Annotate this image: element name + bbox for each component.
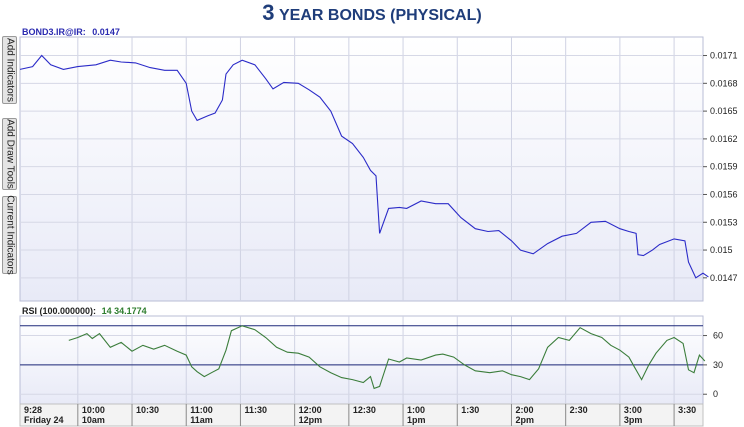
add-indicators-tab[interactable]: Add Indicators — [2, 36, 17, 104]
price-legend: BOND3.IR@IR: 0.0147 — [22, 27, 120, 37]
rsi-series-line — [68, 325, 706, 390]
price-legend-value: 0.0147 — [92, 27, 120, 37]
price-ytick-label: 0.0147 — [710, 273, 738, 283]
price-series-line — [19, 54, 709, 279]
time-tick-sublabel: 11am — [190, 415, 213, 425]
price-ytick-label: 0.0153 — [710, 217, 738, 227]
rsi-ytick-label: 60 — [713, 331, 723, 341]
price-ytick-label: 0.0171 — [710, 51, 738, 61]
price-panel — [19, 36, 704, 302]
time-tick-sublabel: 3pm — [624, 415, 643, 425]
time-tick-sublabel: 12pm — [299, 415, 323, 425]
time-tick-label: 3:30 — [678, 405, 696, 415]
price-legend-label: BOND3.IR@IR: — [22, 27, 86, 37]
price-ytick-label: 0.0165 — [710, 106, 738, 116]
time-tick-label: 9:28 — [24, 405, 42, 415]
time-tick-label: 12:30 — [353, 405, 376, 415]
time-tick-label: 10:30 — [136, 405, 159, 415]
price-ytick-label: 0.0159 — [710, 162, 738, 172]
rsi-ytick-label: 0 — [713, 389, 718, 399]
rsi-legend: RSI (100.000000): 14 34.1774 — [22, 306, 147, 316]
page-title: 3 YEAR BONDS (PHYSICAL) — [0, 0, 744, 26]
time-tick-label: 1:30 — [461, 405, 479, 415]
rsi-legend-label: RSI (100.000000): — [22, 306, 97, 316]
rsi-legend-value: 34.1774 — [114, 306, 147, 316]
title-text: YEAR BONDS (PHYSICAL) — [279, 7, 482, 24]
add-draw-tools-tab[interactable]: Add Draw Tools — [2, 118, 17, 190]
time-tick-sublabel: Friday 24 — [24, 415, 64, 425]
time-tick-label: 1:00 — [407, 405, 425, 415]
time-tick-label: 2:00 — [515, 405, 533, 415]
time-tick-label: 3:00 — [624, 405, 642, 415]
current-indicators-tab[interactable]: Current Indicators — [2, 195, 17, 275]
rsi-legend-period: 14 — [101, 306, 112, 316]
time-tick-label: 10:00 — [82, 405, 105, 415]
title-number: 3 — [262, 0, 275, 25]
price-ytick-label: 0.0156 — [710, 189, 738, 199]
time-tick-sublabel: 1pm — [407, 415, 426, 425]
time-tick-sublabel: 2pm — [515, 415, 534, 425]
price-ytick-label: 0.0162 — [710, 134, 738, 144]
time-tick-label: 11:30 — [244, 405, 267, 415]
time-tick-label: 11:00 — [190, 405, 213, 415]
rsi-ytick-label: 30 — [713, 360, 723, 370]
time-tick-label: 12:00 — [299, 405, 322, 415]
time-tick-sublabel: 10am — [82, 415, 105, 425]
time-tick-label: 2:30 — [570, 405, 588, 415]
price-ytick-label: 0.0168 — [710, 78, 738, 88]
rsi-panel — [19, 315, 704, 405]
price-ytick-label: 0.015 — [710, 245, 733, 255]
time-axis — [19, 403, 704, 427]
